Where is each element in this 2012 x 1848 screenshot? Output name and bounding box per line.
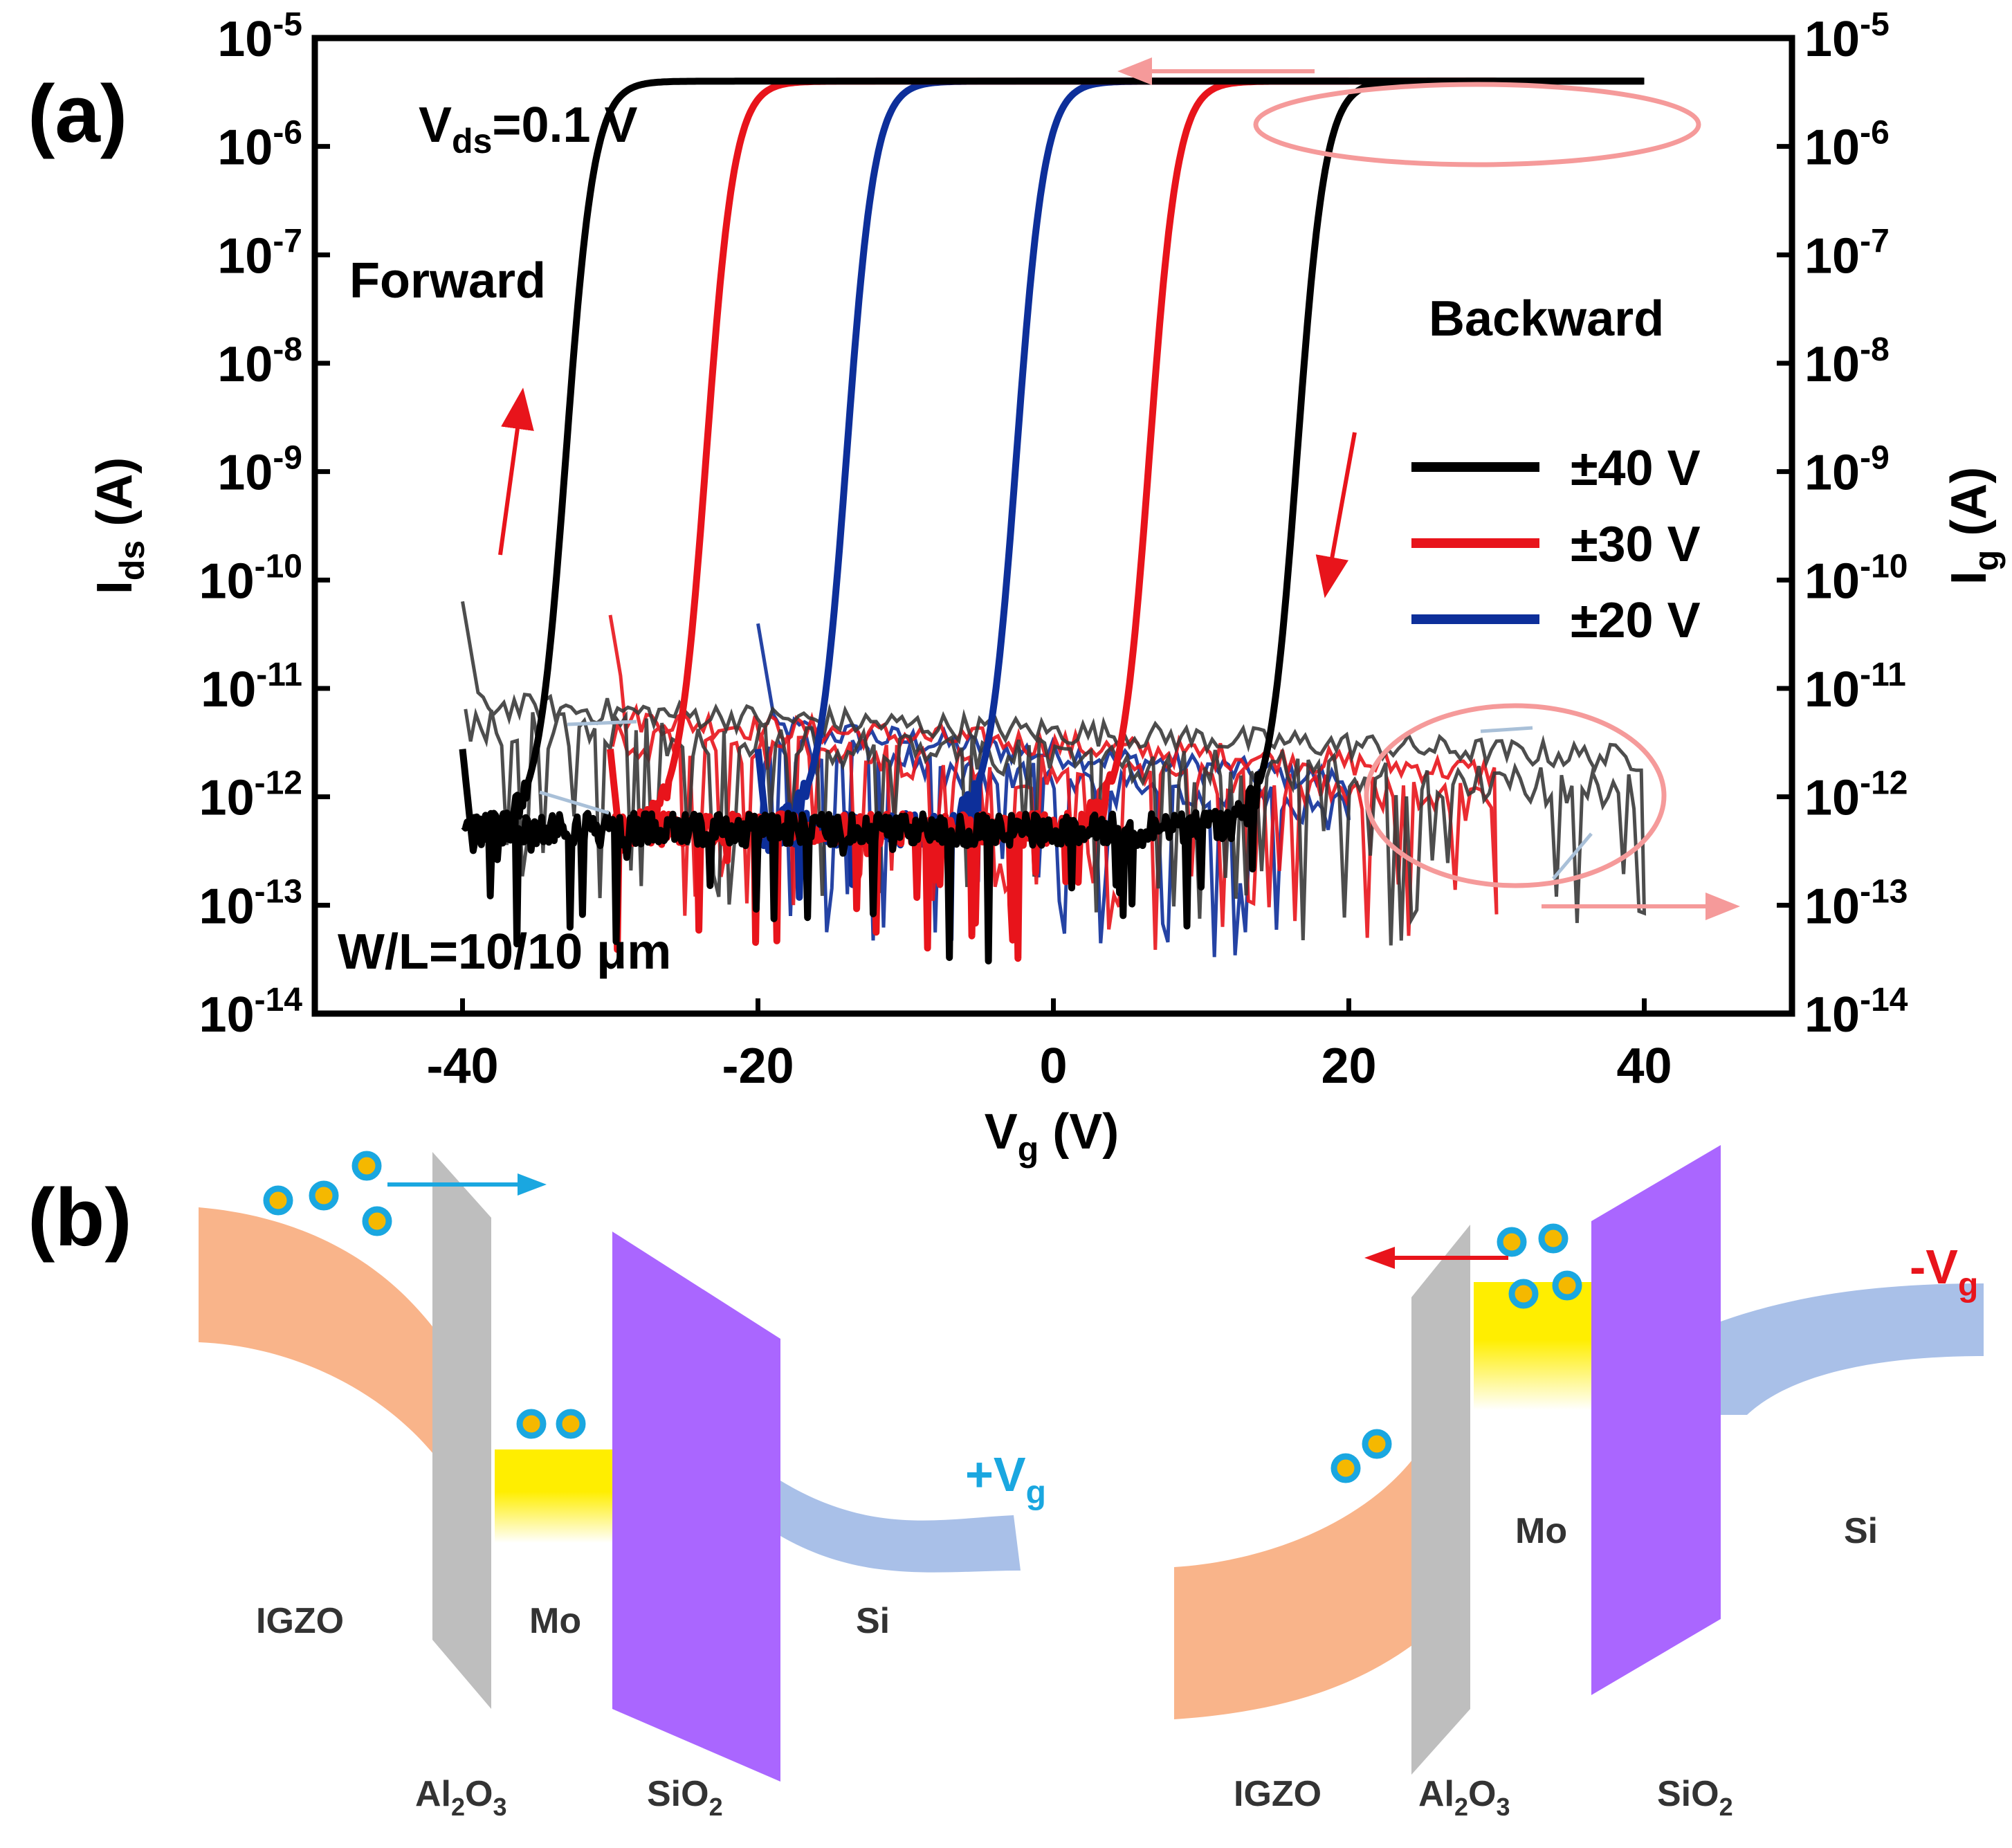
si-label-right: Si (1844, 1511, 1878, 1551)
x-tick-label: -20 (722, 1039, 794, 1094)
chart-series (459, 77, 1647, 964)
y-tick-label-right: 10-13 (1804, 873, 1908, 934)
y-tick-label-left: 10-9 (217, 440, 302, 501)
si-label-left: Si (856, 1601, 890, 1641)
al2o3-label-right: Al2O3 (1418, 1774, 1510, 1821)
y-tick-label-right: 10-11 (1804, 657, 1906, 717)
si-band-right (1721, 1283, 1984, 1415)
x-tick-label: 20 (1321, 1039, 1376, 1094)
ig-small-arrows (539, 720, 1593, 880)
y-tick-label-left: 10-7 (217, 223, 302, 284)
y-tick-label-right: 10-8 (1804, 331, 1890, 392)
si-band-left (780, 1481, 1021, 1573)
backward-arrow (1315, 432, 1357, 598)
al2o3-barrier-left (432, 1152, 491, 1709)
chart: 10-5 10-5 10-6 10-6 10-7 10-7 10-8 10-8 10-9 10-9… (87, 6, 2006, 1169)
ig-ellipse (1364, 703, 1667, 888)
vds-annotation: Vds=0.1 V (419, 98, 638, 161)
y-tick-label-right: 10-5 (1804, 6, 1890, 67)
y-tick-label-left: 10-8 (217, 331, 302, 392)
y-tick-label-right: 10-6 (1804, 115, 1890, 176)
ion-ellipse (1253, 82, 1701, 167)
electrons-left-top (263, 1151, 392, 1236)
al2o3-barrier-right (1411, 1225, 1470, 1775)
y-tick-label-right: 10-7 (1804, 223, 1890, 284)
ig-arrow (1542, 893, 1740, 920)
legend-label: ±20 V (1571, 593, 1701, 648)
mo-label-left: Mo (529, 1601, 581, 1641)
wl-annotation: W/L=10/10 μm (338, 924, 671, 980)
y-tick-label-right: 10-10 (1804, 548, 1908, 609)
legend: ±40 V ±30 V ±20 V (1411, 441, 1701, 648)
y-tick-label-left: 10-11 (201, 657, 302, 717)
y-tick-label-left: 10-5 (217, 6, 302, 67)
y-axis-label-right: Ig (A) (1941, 467, 2006, 585)
backward-label: Backward (1429, 291, 1664, 347)
plot-frame (311, 35, 1795, 1017)
y-tick-label-left: 10-10 (199, 548, 302, 609)
panel-label-b: (b) (28, 1172, 132, 1263)
x-tick-label: -40 (426, 1039, 498, 1094)
forward-arrow (498, 387, 534, 556)
ids-backward-curve (461, 77, 1646, 964)
band-diagram-right: -Vg IGZO Mo Si Al2O3 SiO2 (1174, 1145, 1984, 1821)
mo-level-left (495, 1449, 612, 1543)
legend-label: ±30 V (1571, 517, 1701, 572)
bias-label-left: +Vg (965, 1447, 1046, 1511)
igzo-label-right: IGZO (1234, 1774, 1321, 1814)
mo-label-right: Mo (1515, 1511, 1567, 1551)
y-tick-label-left: 10-13 (199, 873, 302, 934)
band-diagram-left: +Vg IGZO Mo Si Al2O3 SiO2 (199, 1151, 1046, 1821)
y-tick-label-right: 10-9 (1804, 440, 1890, 501)
igzo-label-left: IGZO (256, 1601, 344, 1641)
panel-label-a: (a) (28, 68, 127, 160)
igzo-band-left (199, 1207, 453, 1481)
legend-label: ±40 V (1571, 441, 1701, 496)
sio2-barrier-right (1591, 1145, 1721, 1695)
y-tick-label-right: 10-12 (1804, 765, 1908, 826)
y-tick-label-left: 10-12 (199, 765, 302, 826)
x-ticks: -40 -20 0 20 40 (426, 998, 1672, 1094)
electrons-right-mo (1497, 1223, 1582, 1309)
x-tick-label: 40 (1616, 1039, 1672, 1094)
sio2-label-left: SiO2 (647, 1774, 723, 1821)
sio2-barrier-left (612, 1232, 780, 1782)
electrons-left-mo (516, 1409, 586, 1439)
tunnel-arrow-right (387, 1173, 547, 1196)
y-axis-label-left: Ids (A) (87, 457, 152, 594)
x-tick-label: 0 (1039, 1039, 1067, 1094)
y-ticks: 10-5 10-5 10-6 10-6 10-7 10-7 10-8 10-8 10-9 10-9… (199, 6, 1908, 1043)
al2o3-label-left: Al2O3 (415, 1774, 507, 1821)
sio2-label-right: SiO2 (1657, 1774, 1733, 1821)
y-tick-label-left: 10-14 (199, 982, 303, 1043)
tunnel-arrow-left (1364, 1247, 1508, 1269)
electrons-right-igzo (1330, 1429, 1392, 1483)
y-tick-label-left: 10-6 (217, 115, 302, 176)
igzo-band-right (1174, 1456, 1415, 1719)
x-axis-label: Vg (V) (985, 1104, 1119, 1169)
ion-arrow (1117, 57, 1315, 85)
forward-label: Forward (349, 253, 546, 309)
y-tick-label-right: 10-14 (1804, 982, 1908, 1043)
bias-label-right: -Vg (1910, 1240, 1978, 1303)
ids-forward-curve (754, 77, 1351, 854)
